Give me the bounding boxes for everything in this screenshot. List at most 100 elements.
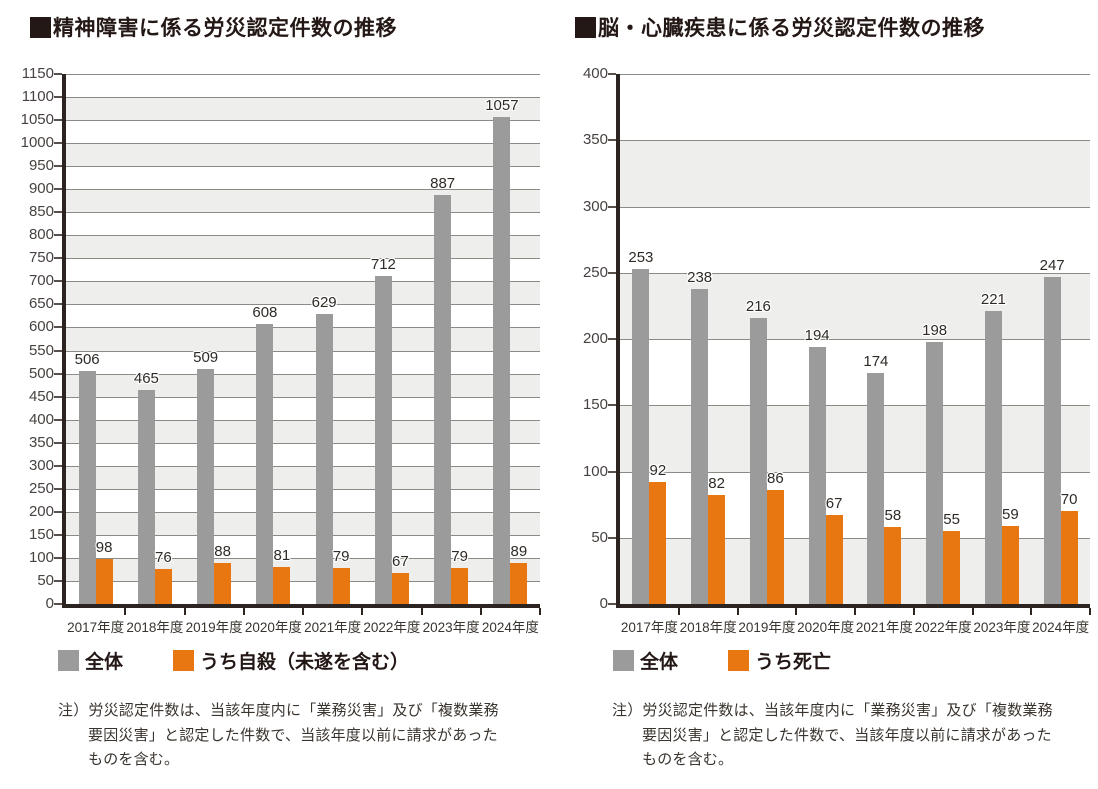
gridline	[66, 97, 540, 99]
y-axis-tick	[54, 257, 62, 260]
plot-band	[66, 373, 540, 397]
y-axis-tick	[54, 280, 62, 283]
y-axis-tick	[608, 271, 616, 274]
x-axis-tick-label: 2017年度	[620, 620, 678, 635]
bar-total	[691, 288, 709, 604]
y-axis-tick-label: 650	[28, 295, 54, 313]
y-axis-tick	[54, 464, 62, 467]
legend-item: 全体	[613, 647, 678, 674]
x-axis-tick	[302, 608, 304, 615]
bar-total	[137, 389, 155, 604]
bar-subset	[214, 563, 232, 604]
y-axis-tick-label: 550	[28, 341, 54, 359]
x-axis-tick	[242, 608, 245, 615]
x-axis-tick-label: 2023年度	[422, 620, 480, 635]
bar-total	[493, 116, 511, 604]
gridline	[66, 373, 540, 375]
y-axis-tick	[54, 349, 62, 352]
x-axis-tick-label: 2020年度	[244, 620, 302, 635]
legend: 全体 うち自殺（未遂を含む）	[58, 647, 409, 674]
bar-value-label: 92	[649, 462, 667, 480]
bar-total	[867, 373, 885, 604]
plot-area: 253 92 238 82 216 86 194 67 174 58 198 55 221 59 247 70	[608, 73, 1091, 615]
plot-band	[66, 580, 540, 604]
bar-total	[197, 369, 215, 604]
gridline	[620, 537, 1090, 539]
bar-value-label: 79	[451, 547, 468, 565]
gridline	[66, 281, 540, 283]
plot-band	[66, 189, 540, 213]
x-axis-tick	[677, 608, 680, 615]
plot-band	[66, 465, 540, 489]
y-axis-tick-label: 1100	[21, 88, 54, 106]
y-axis-tick-label: 150	[582, 396, 608, 414]
legend-label: 全体	[640, 652, 679, 673]
chart-title: 精神障害に係る労災認定件数の推移	[30, 12, 397, 42]
plot-band	[66, 350, 540, 374]
bar-value-label: 221	[980, 291, 1006, 309]
y-axis-tick-label: 350	[28, 433, 54, 451]
y-axis-tick-label: 1050	[20, 111, 54, 129]
y-axis-tick	[54, 487, 62, 490]
legend-swatch-icon	[728, 650, 750, 671]
x-axis-tick-label: 2018年度	[126, 620, 184, 635]
gridline	[66, 442, 540, 444]
bar-value-label: 67	[825, 495, 843, 513]
note: 注）労災認定件数は、当該年度内に「業務災害」及び「複数業務 要因災害」と認定した件…	[612, 699, 1053, 773]
x-axis-tick-label: 2019年度	[738, 620, 796, 635]
plot-band	[66, 396, 540, 420]
legend-item: うち自殺（未遂を含む）	[173, 647, 409, 674]
gridline	[620, 140, 1090, 142]
bar-total	[808, 346, 826, 604]
legend-label: 全体	[85, 652, 124, 673]
y-axis-tick	[54, 119, 62, 122]
plot-band	[66, 74, 540, 98]
y-axis-tick	[54, 73, 62, 75]
bar-value-label: 76	[155, 548, 172, 566]
x-axis-tick-label: 2024年度	[1032, 620, 1090, 635]
plot-band	[66, 534, 540, 558]
bar-value-label: 247	[1039, 256, 1065, 274]
y-axis-tick	[54, 510, 62, 513]
bar-total	[926, 341, 944, 604]
bar-total	[984, 311, 1002, 604]
x-axis-tick	[1030, 608, 1033, 615]
y-axis-tick-label: 100	[582, 462, 608, 480]
bar-value-label: 629	[311, 294, 337, 312]
bar-value-label: 887	[430, 175, 456, 193]
plot-band	[66, 235, 540, 259]
bar-subset	[1060, 511, 1078, 604]
bar-total	[374, 275, 392, 604]
bar-value-label: 465	[133, 369, 159, 387]
y-axis-tick-label: 1150	[21, 65, 54, 82]
gridline	[66, 580, 540, 582]
chart-brain-heart-disease-claims: 脳・心臓疾患に係る労災認定件数の推移 400 350 300 250 200 150 100…	[549, 0, 1098, 789]
gridline	[66, 488, 540, 490]
bar-total	[434, 195, 452, 604]
legend-item: うち死亡	[728, 647, 831, 674]
bar-value-label: 58	[884, 507, 902, 525]
bar-value-label: 608	[252, 303, 278, 321]
bar-value-label: 81	[273, 546, 291, 564]
bar-total	[256, 323, 274, 604]
x-axis-tick	[479, 608, 482, 615]
gridline	[620, 74, 1090, 75]
y-axis-tick-label: 250	[582, 263, 608, 281]
plot-band	[66, 442, 540, 466]
bar-subset	[943, 531, 961, 604]
y-axis-tick-label: 400	[582, 65, 608, 82]
bar-value-label: 712	[370, 255, 396, 273]
gridline	[66, 166, 540, 168]
x-axis-tick	[361, 608, 364, 615]
gridline	[66, 534, 540, 536]
plot-band	[66, 97, 540, 121]
bar-subset	[1001, 525, 1019, 604]
y-axis-tick	[608, 139, 616, 142]
y-axis-tick	[54, 303, 62, 306]
x-axis-tick	[124, 608, 127, 615]
bar-value-label: 55	[943, 511, 960, 529]
bar-value-label: 67	[392, 553, 409, 571]
plot-band	[620, 74, 1090, 141]
gridline	[66, 465, 540, 467]
plot-band	[66, 258, 540, 282]
